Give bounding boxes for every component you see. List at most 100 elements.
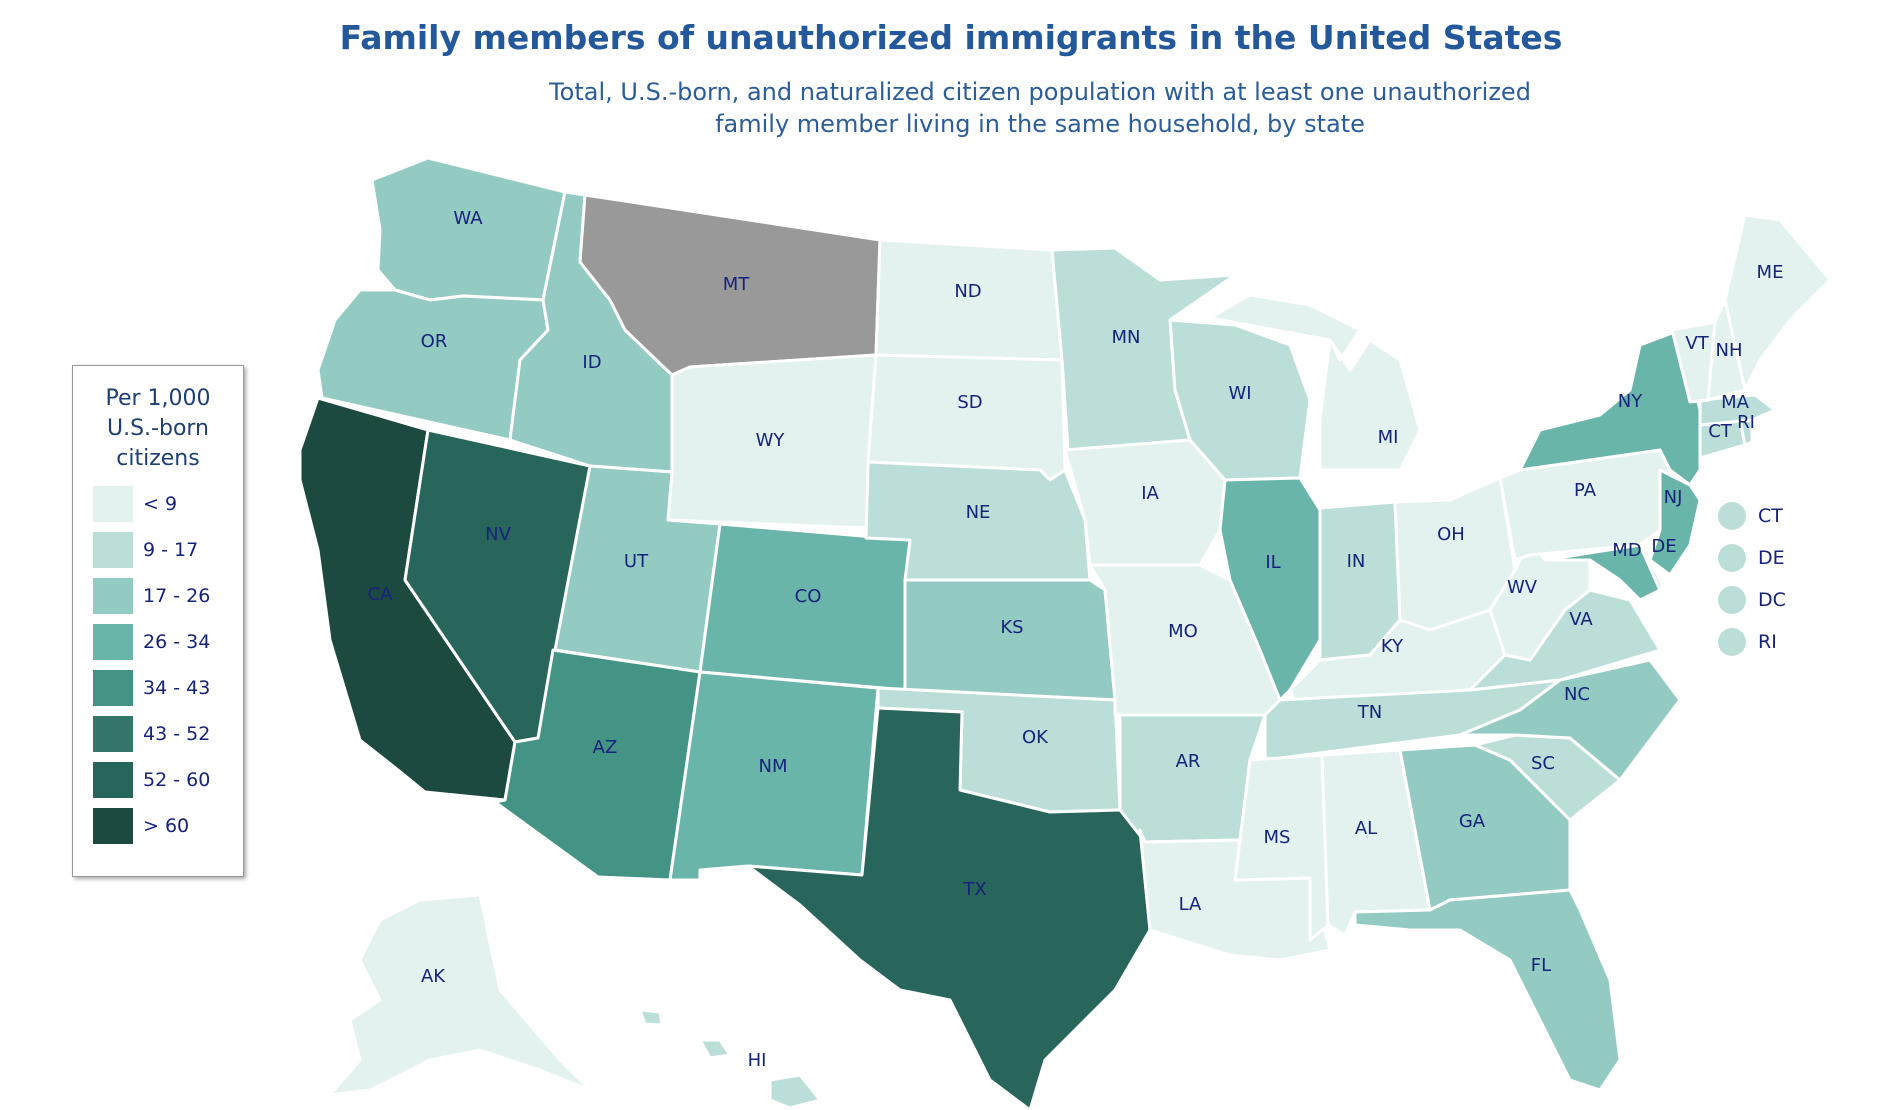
state-ME[interactable] xyxy=(1723,213,1832,392)
legend-title-line-2: U.S.-born xyxy=(106,416,210,441)
legend-swatch xyxy=(93,808,133,844)
legend-title: Per 1,000 U.S.-born citizens xyxy=(73,384,243,474)
subtitle-line-2: family member living in the same househo… xyxy=(715,110,1365,138)
state-label-ok: OK xyxy=(1022,727,1049,748)
state-WA[interactable] xyxy=(370,156,567,302)
state-label-wy: WY xyxy=(756,430,786,451)
state-SD[interactable] xyxy=(866,353,1067,482)
state-label-ri: RI xyxy=(1737,412,1755,433)
state-label-il: IL xyxy=(1265,552,1280,573)
legend-swatch xyxy=(93,716,133,752)
state-CO[interactable] xyxy=(698,522,912,692)
small-state-ri[interactable]: RI xyxy=(1718,628,1777,656)
state-label-ky: KY xyxy=(1381,636,1404,657)
legend-row: > 60 xyxy=(93,808,189,844)
state-label-tn: TN xyxy=(1357,702,1382,723)
state-label-nd: ND xyxy=(954,281,981,302)
small-state-label: CT xyxy=(1758,505,1783,527)
state-label-ia: IA xyxy=(1141,483,1159,504)
subtitle-line-1: Total, U.S.-born, and naturalized citize… xyxy=(549,78,1531,106)
state-NC[interactable] xyxy=(1458,658,1682,782)
state-AK[interactable] xyxy=(328,893,592,1097)
small-state-dot xyxy=(1718,628,1746,656)
state-MA[interactable] xyxy=(1698,393,1777,427)
legend-label: < 9 xyxy=(143,493,178,515)
legend-label: 17 - 26 xyxy=(143,585,211,607)
state-label-id: ID xyxy=(582,352,601,373)
state-label-md: MD xyxy=(1612,540,1641,561)
legend-row: 34 - 43 xyxy=(93,670,210,706)
legend-label: 43 - 52 xyxy=(143,723,211,745)
state-label-ut: UT xyxy=(624,551,649,572)
map-subtitle: Total, U.S.-born, and naturalized citize… xyxy=(540,76,1540,140)
legend-swatch xyxy=(93,486,133,522)
state-NJ[interactable] xyxy=(1648,468,1702,577)
state-IL[interactable] xyxy=(1218,476,1322,702)
legend-title-line-1: Per 1,000 xyxy=(105,386,211,411)
small-state-dot xyxy=(1718,502,1746,530)
legend-swatch xyxy=(93,578,133,614)
state-label-tx: TX xyxy=(962,879,986,900)
legend-label: 34 - 43 xyxy=(143,677,211,699)
state-label-ne: NE xyxy=(966,502,991,523)
state-label-wa: WA xyxy=(453,208,483,229)
state-label-nv: NV xyxy=(485,524,511,545)
legend-row: 26 - 34 xyxy=(93,624,210,660)
state-label-ma: MA xyxy=(1721,392,1750,413)
state-label-fl: FL xyxy=(1531,955,1551,976)
legend-swatch xyxy=(93,670,133,706)
state-label-mn: MN xyxy=(1112,327,1141,348)
state-MI[interactable] xyxy=(1208,293,1422,472)
legend-row: 9 - 17 xyxy=(93,532,198,568)
state-label-hi: HI xyxy=(748,1050,767,1071)
state-label-de: DE xyxy=(1651,536,1676,557)
small-state-ct[interactable]: CT xyxy=(1718,502,1783,530)
legend-swatch xyxy=(93,762,133,798)
state-TX[interactable] xyxy=(746,706,1152,1110)
state-label-nc: NC xyxy=(1564,684,1590,705)
legend-label: 52 - 60 xyxy=(143,769,211,791)
legend-row: 17 - 26 xyxy=(93,578,210,614)
state-label-vt: VT xyxy=(1685,333,1709,354)
small-state-dot xyxy=(1718,586,1746,614)
legend-row: < 9 xyxy=(93,486,177,522)
state-label-ny: NY xyxy=(1618,391,1643,412)
legend-title-line-3: citizens xyxy=(116,446,200,471)
state-label-mt: MT xyxy=(723,274,751,295)
legend-row: 52 - 60 xyxy=(93,762,210,798)
state-label-ms: MS xyxy=(1264,827,1291,848)
state-label-wv: WV xyxy=(1507,577,1538,598)
state-label-ca: CA xyxy=(368,584,394,605)
state-label-or: OR xyxy=(421,331,448,352)
state-NM[interactable] xyxy=(668,670,880,882)
state-label-la: LA xyxy=(1179,894,1202,915)
state-KS[interactable] xyxy=(903,578,1117,702)
small-state-dc[interactable]: DC xyxy=(1718,586,1786,614)
state-label-sd: SD xyxy=(957,392,982,413)
legend-label: > 60 xyxy=(143,815,190,837)
state-label-wi: WI xyxy=(1228,383,1251,404)
state-label-mo: MO xyxy=(1168,621,1198,642)
state-label-az: AZ xyxy=(593,737,618,758)
state-label-ak: AK xyxy=(421,966,446,987)
legend-swatch xyxy=(93,624,133,660)
state-label-ks: KS xyxy=(1000,617,1023,638)
state-label-me: ME xyxy=(1757,262,1784,283)
state-label-nm: NM xyxy=(759,756,788,777)
state-label-ct: CT xyxy=(1708,421,1733,442)
state-HI[interactable] xyxy=(638,1008,822,1110)
small-state-dot xyxy=(1718,544,1746,572)
legend-row: 43 - 52 xyxy=(93,716,210,752)
state-DE[interactable] xyxy=(1638,543,1664,592)
state-label-mi: MI xyxy=(1378,427,1399,448)
map-title: Family members of unauthorized immigrant… xyxy=(339,18,1563,57)
small-state-label: DE xyxy=(1758,547,1785,569)
state-label-nh: NH xyxy=(1716,340,1743,361)
legend: Per 1,000 U.S.-born citizens < 9 9 - 17 … xyxy=(72,365,244,877)
state-label-al: AL xyxy=(1355,818,1377,839)
state-label-nj: NJ xyxy=(1664,487,1683,508)
state-FL[interactable] xyxy=(1353,888,1622,1092)
small-state-de[interactable]: DE xyxy=(1718,544,1785,572)
state-label-in: IN xyxy=(1347,551,1366,572)
